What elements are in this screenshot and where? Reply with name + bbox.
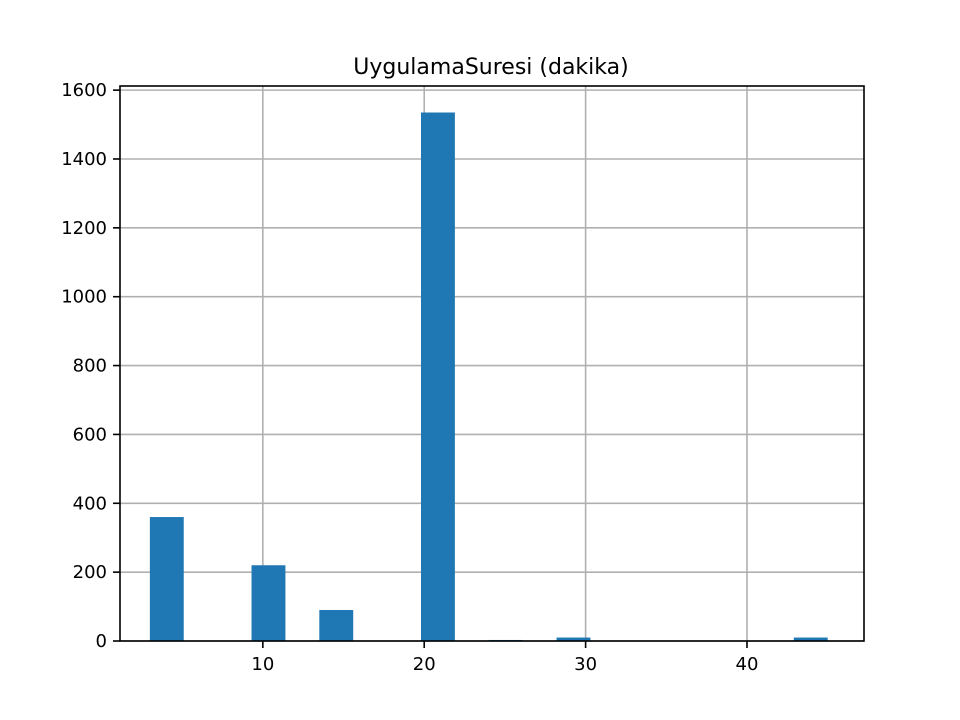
x-tick-label: 40 xyxy=(736,654,759,675)
bars-group xyxy=(149,112,828,641)
histogram-bar xyxy=(319,610,354,641)
x-tick-label: 30 xyxy=(574,654,597,675)
grid-lines xyxy=(120,86,864,642)
y-tick-label: 200 xyxy=(73,562,107,583)
histogram-bar xyxy=(556,637,591,641)
x-axis: 10 20 30 40 xyxy=(251,641,758,675)
y-tick-label: 600 xyxy=(73,424,107,445)
histogram-bar xyxy=(149,517,184,641)
y-tick-label: 800 xyxy=(73,356,107,377)
histogram-bar xyxy=(251,565,286,641)
x-tick-label: 10 xyxy=(251,654,274,675)
plot-frame xyxy=(119,85,865,642)
y-tick-label: 0 xyxy=(96,631,107,652)
y-tick-label: 400 xyxy=(73,493,107,514)
y-tick-label: 1000 xyxy=(61,287,107,308)
y-tick-label: 1400 xyxy=(61,149,107,170)
histogram-bar xyxy=(793,637,828,641)
y-tick-label: 1600 xyxy=(61,80,107,101)
y-tick-label: 1200 xyxy=(61,218,107,239)
x-tick-label: 20 xyxy=(413,654,436,675)
chart-title: UygulamaSuresi (dakika) xyxy=(353,55,628,80)
histogram-bar xyxy=(420,112,455,641)
y-axis: 0 200 400 600 800 1000 1200 1400 1600 xyxy=(61,80,120,652)
